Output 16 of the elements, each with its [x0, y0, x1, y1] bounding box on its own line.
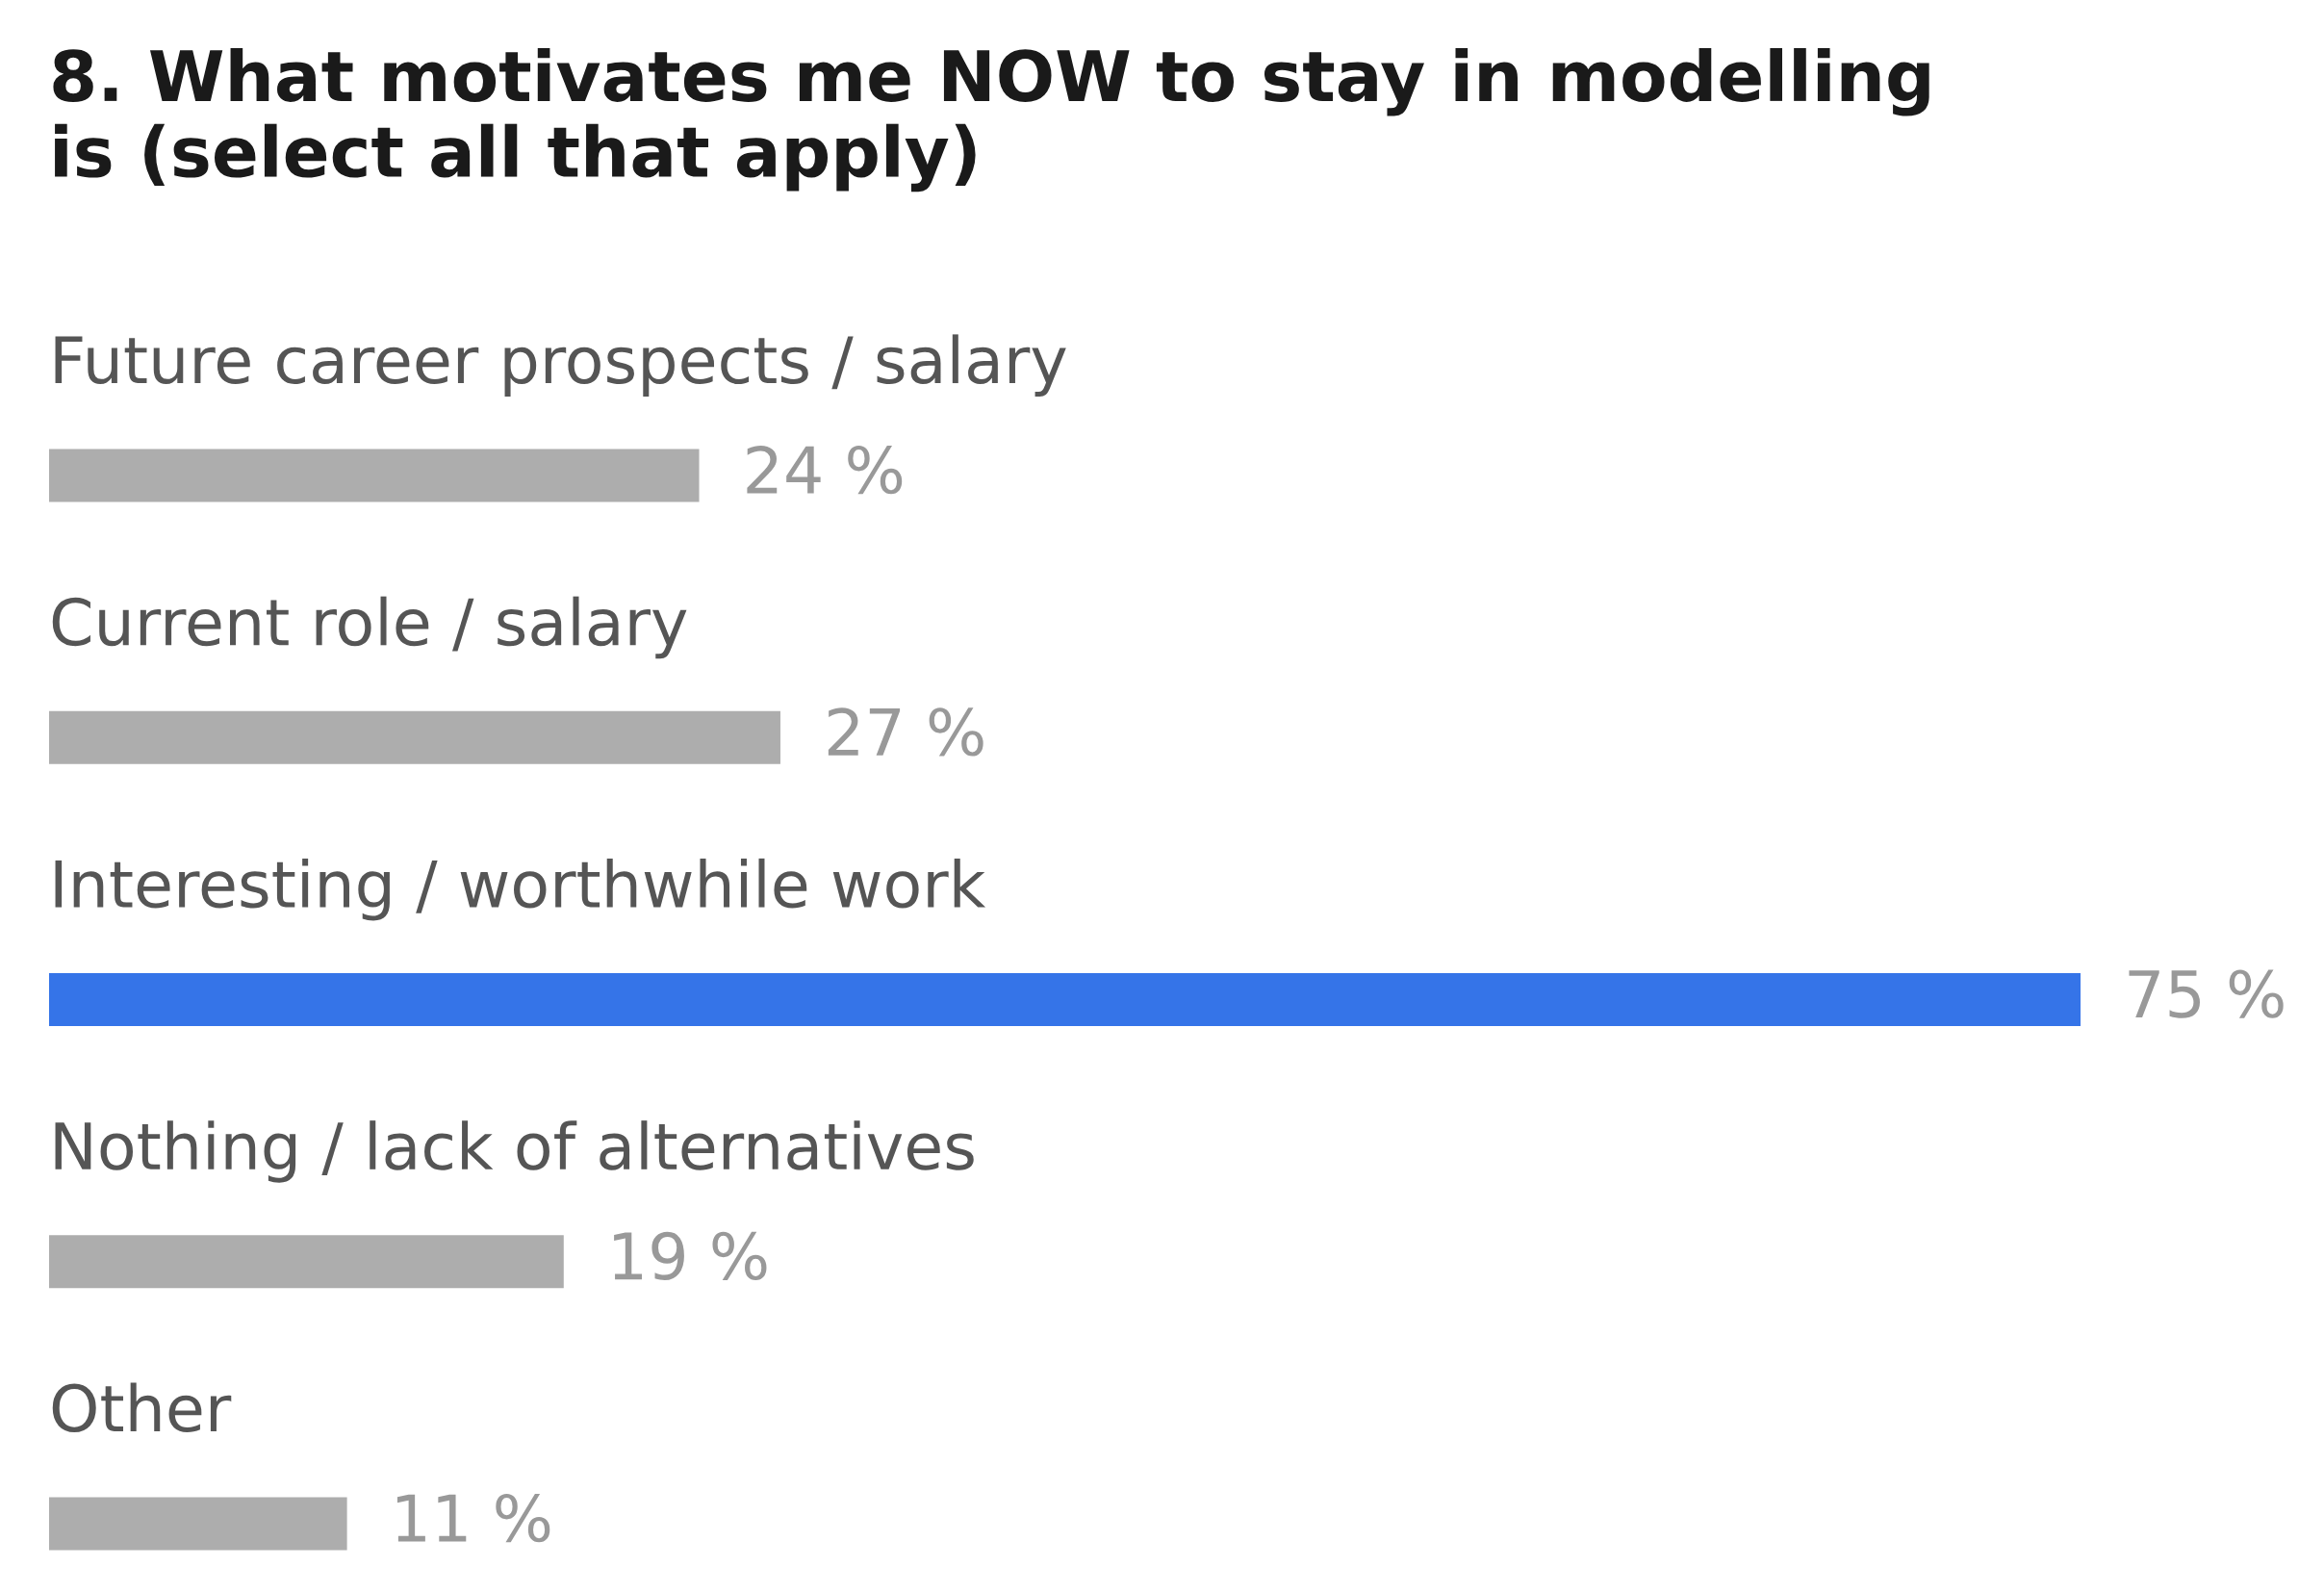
y-tick-label: Interesting / worthwhile work	[55, 858, 986, 921]
data-label: 11 %	[396, 1493, 550, 1543]
data-label: 27 %	[828, 707, 983, 757]
data-label: 19 %	[614, 1231, 767, 1281]
chart-title: 8. What motivates me NOW to stay in modelling is (select all that apply)	[53, 48, 1929, 193]
bar	[49, 1497, 347, 1551]
y-tick-label: Nothing / lack of alternatives	[55, 1120, 974, 1183]
bar	[49, 710, 780, 764]
data-label: 75 %	[2129, 969, 2284, 1018]
y-tick-label: Current role / salary	[52, 596, 687, 659]
y-tick-label: Future career prospects / salary	[55, 334, 1066, 397]
bar	[49, 449, 700, 502]
y-tick-label: Other	[52, 1382, 232, 1432]
data-label: 24 %	[747, 445, 903, 495]
bar	[49, 973, 2081, 1026]
bar	[49, 1235, 564, 1289]
